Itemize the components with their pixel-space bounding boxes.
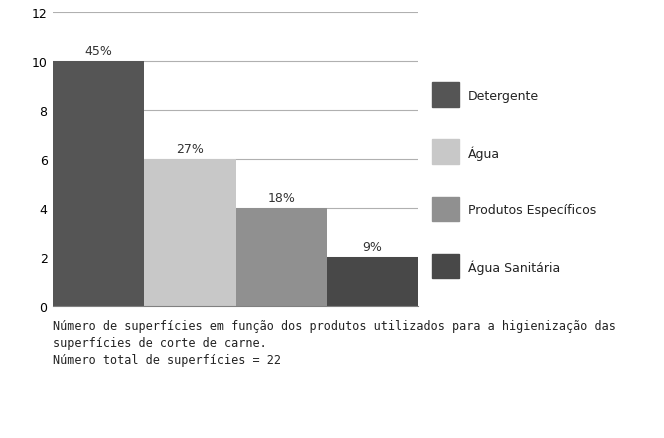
- Text: 9%: 9%: [363, 240, 382, 253]
- Bar: [145, 160, 236, 307]
- Bar: [327, 258, 418, 307]
- Text: 45%: 45%: [85, 45, 113, 58]
- Bar: [432, 254, 459, 278]
- Text: Detergente: Detergente: [467, 90, 539, 103]
- Text: 18%: 18%: [268, 191, 295, 205]
- Text: Água: Água: [467, 146, 500, 161]
- Bar: [432, 83, 459, 107]
- Bar: [432, 140, 459, 164]
- Text: Número de superfícies em função dos produtos utilizados para a higienização das
: Número de superfícies em função dos prod…: [53, 320, 616, 367]
- Bar: [432, 197, 459, 221]
- Text: Produtos Específicos: Produtos Específicos: [467, 204, 596, 217]
- Bar: [53, 62, 145, 307]
- Text: 27%: 27%: [176, 142, 204, 155]
- Bar: [236, 209, 327, 307]
- Text: Água Sanitária: Água Sanitária: [467, 260, 560, 275]
